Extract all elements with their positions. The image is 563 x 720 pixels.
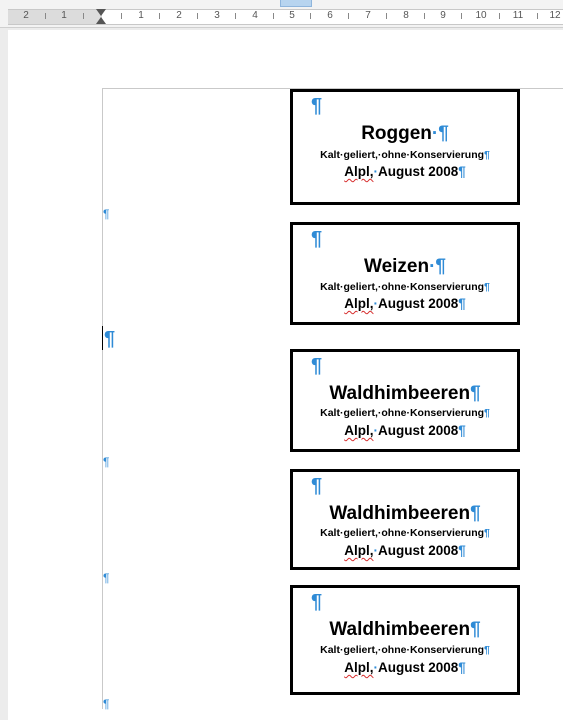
- label-frame[interactable]: ¶ Weizen·¶ Kalt·geliert,·ohne·Konservier…: [290, 222, 520, 325]
- ruler-tick: [159, 13, 160, 19]
- paragraph-mark: ¶: [311, 591, 323, 613]
- ruler-left-margin: [8, 9, 102, 25]
- ruler-tick: [386, 13, 387, 19]
- label-frame[interactable]: ¶ Waldhimbeeren¶ Kalt·geliert,·ohne·Kons…: [290, 469, 520, 570]
- ruler-scroll-indicator[interactable]: [280, 0, 312, 7]
- ruler-tick: [537, 13, 538, 19]
- label-frame[interactable]: ¶ Waldhimbeeren¶ Kalt·geliert,·ohne·Kons…: [290, 349, 520, 452]
- ruler-tick: [45, 13, 46, 19]
- label-date: Alpl,·August 2008¶: [344, 296, 466, 311]
- ruler-tick: [424, 13, 425, 19]
- ruler-number: 4: [252, 10, 258, 21]
- label-subtitle: Kalt·geliert,·ohne·Konservierung¶: [320, 527, 490, 539]
- first-line-indent-marker[interactable]: [96, 9, 106, 16]
- label-subtitle: Kalt·geliert,·ohne·Konservierung¶: [320, 149, 490, 161]
- left-indent-marker[interactable]: [96, 17, 106, 24]
- label-date: Alpl,·August 2008¶: [344, 164, 466, 179]
- ruler-tick: [83, 13, 84, 19]
- ruler-number: 6: [327, 10, 333, 21]
- text-boundary-left: [102, 88, 103, 709]
- ruler-number: 11: [512, 10, 524, 21]
- paragraph-mark: ¶: [311, 355, 323, 377]
- ruler-tick: [273, 13, 274, 19]
- ruler-number: 3: [214, 10, 220, 21]
- ruler-tick: [310, 13, 311, 19]
- ruler-number: 10: [475, 10, 487, 21]
- paragraph-mark: ¶: [103, 455, 110, 469]
- ruler-number: 2: [23, 10, 29, 21]
- ruler-number: 5: [289, 10, 295, 21]
- ruler-number: 1: [61, 10, 67, 21]
- ruler-number: 8: [403, 10, 409, 21]
- ruler-number: 7: [365, 10, 371, 21]
- label-date: Alpl,·August 2008¶: [344, 660, 466, 675]
- label-title: Waldhimbeeren¶: [329, 383, 481, 404]
- ruler-tick: [461, 13, 462, 19]
- paragraph-mark: ¶: [103, 571, 110, 585]
- ruler-tick: [197, 13, 198, 19]
- text-boundary-top: [102, 88, 563, 89]
- ruler-tick: [499, 13, 500, 19]
- paragraph-mark-current: ¶: [104, 328, 116, 350]
- label-title: Weizen·¶: [363, 256, 446, 277]
- ruler-tick: [348, 13, 349, 19]
- paragraph-mark: ¶: [311, 95, 323, 117]
- label-subtitle: Kalt·geliert,·ohne·Konservierung¶: [320, 281, 490, 293]
- text-cursor: [102, 326, 103, 350]
- ruler-number: 12: [549, 10, 561, 21]
- label-title: Waldhimbeeren¶: [329, 503, 481, 524]
- label-subtitle: Kalt·geliert,·ohne·Konservierung¶: [320, 407, 490, 419]
- paragraph-mark: ¶: [103, 697, 110, 711]
- paragraph-mark: ¶: [311, 228, 323, 250]
- horizontal-ruler[interactable]: 2 1 1 2 3 4 5 6 7 8 9 10 11 12: [0, 0, 563, 28]
- label-date: Alpl,·August 2008¶: [344, 423, 466, 438]
- ruler-number: 2: [176, 10, 182, 21]
- paragraph-mark: ¶: [103, 207, 110, 221]
- paragraph-mark: ¶: [311, 475, 323, 497]
- label-title: Waldhimbeeren¶: [329, 619, 481, 640]
- ruler-number: 9: [440, 10, 446, 21]
- label-date: Alpl,·August 2008¶: [344, 543, 466, 558]
- ruler-number: 1: [138, 10, 144, 21]
- label-title: Roggen·¶: [361, 123, 449, 144]
- label-subtitle: Kalt·geliert,·ohne·Konservierung¶: [320, 644, 490, 656]
- ruler-tick: [235, 13, 236, 19]
- label-frame[interactable]: ¶ Waldhimbeeren¶ Kalt·geliert,·ohne·Kons…: [290, 585, 520, 695]
- label-frame[interactable]: ¶ Roggen·¶ Kalt·geliert,·ohne·Konservier…: [290, 89, 520, 205]
- ruler-tick: [121, 13, 122, 19]
